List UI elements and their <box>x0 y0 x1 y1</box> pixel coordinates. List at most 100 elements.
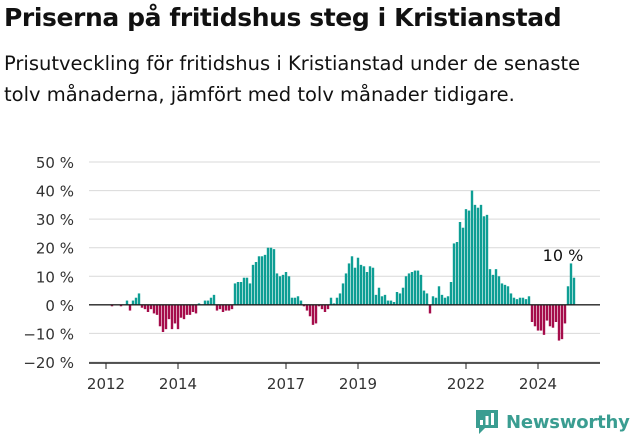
bar <box>260 256 264 305</box>
bar <box>404 276 408 305</box>
bar <box>461 227 465 305</box>
bar <box>197 303 201 305</box>
brand-name: Newsworthy <box>506 411 630 433</box>
bar <box>152 304 156 314</box>
bar <box>215 304 219 311</box>
bar <box>221 304 225 312</box>
bar <box>494 269 498 305</box>
bar <box>350 256 354 305</box>
bar <box>245 277 249 305</box>
bar <box>323 304 327 312</box>
bar <box>407 273 411 305</box>
bar <box>419 274 423 305</box>
bar <box>566 286 570 305</box>
bar <box>431 296 435 305</box>
x-tick-label: 2014 <box>159 375 197 393</box>
bar <box>440 294 444 305</box>
chart-subtitle: Prisutveckling för fritidshus i Kristian… <box>4 52 581 106</box>
bar <box>398 293 402 305</box>
bar <box>119 304 123 307</box>
bar <box>248 283 252 305</box>
bar <box>308 304 312 317</box>
bar <box>383 294 387 305</box>
bar <box>506 286 510 305</box>
bar <box>395 292 399 305</box>
bar <box>347 263 351 305</box>
bar <box>281 274 285 305</box>
bar <box>110 304 114 307</box>
x-tick-label: 2012 <box>87 375 125 393</box>
bar <box>473 204 477 305</box>
bar <box>203 300 207 305</box>
bar <box>290 297 294 305</box>
bar <box>128 304 132 311</box>
bar <box>305 304 309 311</box>
bar <box>311 304 315 325</box>
bar <box>557 304 561 341</box>
bar <box>335 297 339 305</box>
bar <box>542 304 546 335</box>
bar <box>371 267 375 305</box>
bar <box>284 272 288 305</box>
bar <box>236 282 240 305</box>
bar <box>521 297 525 305</box>
bar <box>194 304 198 314</box>
bar <box>125 300 129 305</box>
bar <box>569 263 573 305</box>
bar <box>362 266 366 305</box>
bar <box>239 282 243 305</box>
bar <box>329 297 333 305</box>
bar <box>551 304 555 328</box>
bar <box>470 190 474 305</box>
bar <box>467 210 471 305</box>
bar <box>374 294 378 305</box>
bar <box>317 304 321 307</box>
bar <box>449 282 453 305</box>
bar <box>293 297 297 305</box>
bar <box>233 283 237 305</box>
bar <box>422 290 426 305</box>
y-tick-label: 50 % <box>36 154 74 172</box>
bar <box>365 272 369 305</box>
bar <box>539 304 543 331</box>
bar <box>410 272 414 305</box>
bar <box>185 304 189 315</box>
bar <box>524 299 528 305</box>
bar <box>572 277 576 305</box>
annotation-layer: 10 % <box>543 246 584 265</box>
bar <box>191 304 195 312</box>
bar <box>272 249 276 305</box>
bar <box>563 304 567 324</box>
y-axis-tick-labels: 50 % 40 % 30 % 20 % 10 % 0 % −10 % −20 % <box>23 154 74 372</box>
bar <box>500 283 504 305</box>
bar <box>287 276 291 305</box>
bar <box>158 304 162 327</box>
y-tick-label: 0 % <box>45 297 74 315</box>
bar <box>302 304 306 307</box>
bar <box>359 264 363 305</box>
bar <box>356 257 360 305</box>
x-tick-label: 2024 <box>519 375 557 393</box>
bar <box>176 304 180 330</box>
annotation-label: 10 % <box>543 246 584 265</box>
bar <box>527 296 531 305</box>
bar <box>377 287 381 305</box>
x-tick-label: 2022 <box>447 375 485 393</box>
bar <box>230 304 234 310</box>
y-tick-label: −20 % <box>23 354 74 372</box>
bar <box>455 242 459 305</box>
chart-title: Priserna på fritidshus steg i Kristianst… <box>4 3 562 32</box>
bar <box>173 304 177 324</box>
bar <box>257 256 261 305</box>
bar <box>155 304 159 315</box>
bar <box>452 243 456 305</box>
bar <box>149 304 153 310</box>
bar <box>296 296 300 305</box>
bar <box>533 304 537 327</box>
bar <box>146 304 150 312</box>
bar <box>479 204 483 305</box>
bar <box>353 267 357 305</box>
bar <box>161 304 165 332</box>
bar <box>263 254 267 305</box>
